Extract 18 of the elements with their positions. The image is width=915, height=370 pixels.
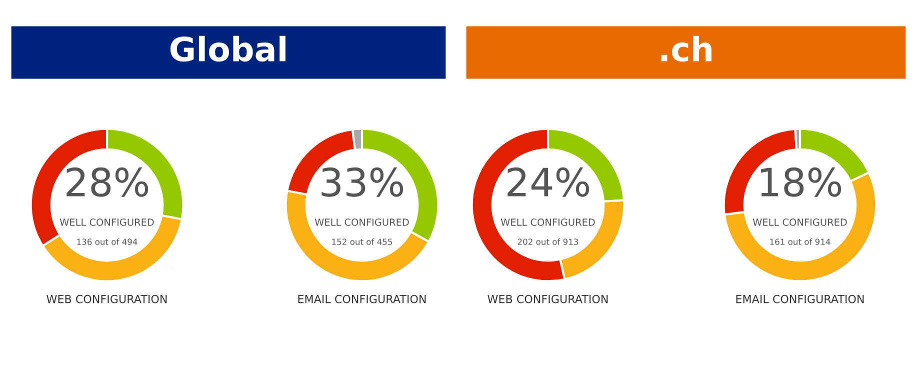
chart-title: Global bbox=[170, 36, 286, 62]
text: 18% bbox=[761, 167, 842, 197]
text: 152 out of 455 bbox=[332, 238, 392, 245]
text: 161 out of 914 bbox=[770, 238, 830, 245]
text: 28% bbox=[66, 167, 148, 197]
text: 24% bbox=[508, 167, 590, 197]
text: EMAIL CONFIGURATION bbox=[298, 294, 426, 304]
text: EMAIL CONFIGURATION bbox=[736, 294, 864, 304]
text: 136 out of 494 bbox=[77, 238, 138, 245]
text: WELL CONFIGURED bbox=[752, 218, 847, 226]
text: WEB CONFIGURATION bbox=[488, 294, 608, 304]
text: WELL CONFIGURED bbox=[500, 218, 595, 226]
text: 202 out of 913 bbox=[518, 238, 578, 245]
text: 33% bbox=[322, 167, 404, 197]
text: WELL CONFIGURED bbox=[314, 218, 409, 226]
text: WEB CONFIGURATION bbox=[46, 294, 167, 304]
text: WELL CONFIGURED bbox=[60, 218, 154, 226]
chart-title: .ch bbox=[661, 36, 712, 62]
